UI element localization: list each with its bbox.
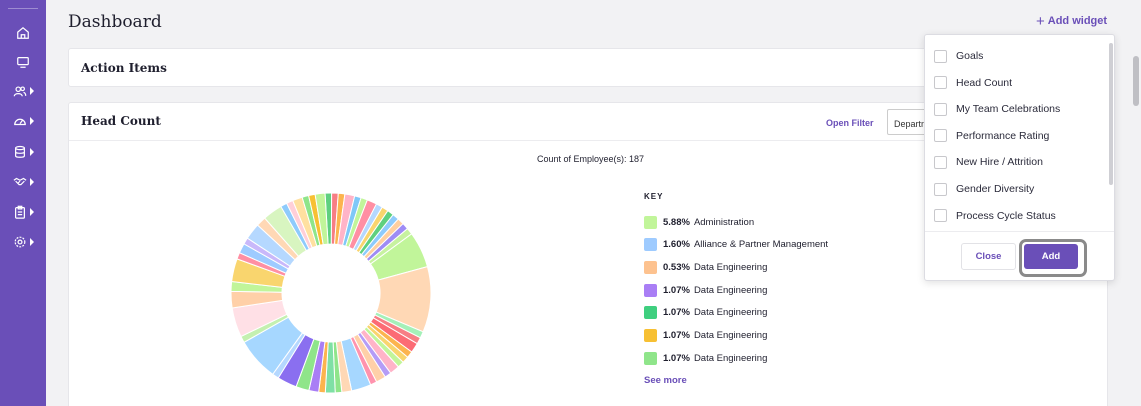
widget-option[interactable]: Goals	[934, 49, 983, 63]
option-checkbox[interactable]	[934, 209, 947, 223]
option-checkbox[interactable]	[934, 102, 947, 116]
sidebar-item-home[interactable]	[0, 21, 46, 45]
dashboard-gauge-icon	[13, 118, 26, 126]
plus-icon: +	[1036, 12, 1045, 30]
option-label: Process Cycle Status	[956, 209, 1056, 222]
page-scrollbar[interactable]	[1133, 56, 1139, 106]
legend-label: Data Engineering	[693, 261, 768, 273]
action-items-title: Action Items	[81, 61, 167, 75]
legend-item: 5.88% Administration	[644, 215, 754, 229]
legend-percent: 1.60%	[663, 238, 690, 250]
head-count-donut-chart	[230, 192, 432, 394]
legend-swatch	[644, 351, 657, 365]
legend-label: Data Engineering	[693, 329, 768, 341]
donut-slice[interactable]	[314, 192, 329, 246]
legend-percent: 1.07%	[663, 352, 690, 364]
option-label: Gender Diversity	[956, 183, 1035, 195]
see-more-link[interactable]: See more	[644, 375, 687, 386]
option-label: Head Count	[956, 76, 1013, 89]
dropdown-scrollbar[interactable]	[1109, 43, 1113, 185]
widget-option[interactable]: Process Cycle Status	[934, 209, 1056, 223]
option-label: Performance Rating	[956, 129, 1050, 142]
add-button-focus-ring	[1019, 239, 1087, 277]
option-label: Goals	[956, 50, 984, 62]
expand-caret-icon	[29, 238, 34, 246]
option-checkbox[interactable]	[934, 182, 947, 196]
widget-option[interactable]: Performance Rating	[934, 129, 1049, 143]
employee-count-label: Count of Employee(s): 187	[537, 154, 645, 164]
sidebar-nav	[0, 0, 46, 406]
settings-icon	[14, 236, 25, 248]
sidebar-divider	[8, 8, 38, 9]
handshake-icon	[13, 177, 26, 186]
legend-item: 1.07% Data Engineering	[644, 328, 767, 342]
option-label: My Team Celebrations	[956, 103, 1061, 116]
add-widget-label: Add widget	[1047, 15, 1108, 27]
expand-caret-icon	[29, 87, 34, 95]
legend-swatch	[644, 328, 657, 342]
legend-percent: 5.88%	[663, 216, 690, 228]
expand-caret-icon	[29, 148, 34, 156]
legend-swatch	[644, 215, 657, 229]
sidebar-item-settings[interactable]	[0, 230, 46, 254]
option-checkbox[interactable]	[934, 155, 947, 169]
legend-label: Data Engineering	[693, 306, 768, 318]
legend-label: Administration	[693, 216, 755, 228]
legend-percent: 0.53%	[663, 261, 690, 273]
legend-label: Data Engineering	[693, 352, 768, 364]
clipboard-icon	[14, 205, 25, 219]
legend-item: 1.07% Data Engineering	[644, 283, 767, 297]
dropdown-divider	[925, 231, 1114, 232]
legend-swatch	[644, 260, 657, 274]
sidebar-item-dashboard[interactable]	[0, 109, 46, 133]
monitor-icon	[17, 57, 29, 68]
legend-label: Data Engineering	[693, 284, 768, 296]
option-checkbox[interactable]	[934, 76, 947, 90]
card-divider	[69, 140, 1107, 141]
legend-item: 0.53% Data Engineering	[644, 260, 767, 274]
legend-item: 1.60% Alliance & Partner Management	[644, 237, 828, 251]
widget-option[interactable]: Head Count	[934, 76, 1012, 90]
sidebar-item-partners[interactable]	[0, 170, 46, 194]
expand-caret-icon	[29, 117, 34, 125]
option-checkbox[interactable]	[934, 129, 947, 143]
legend-label: Alliance & Partner Management	[693, 238, 829, 250]
sidebar-item-monitor[interactable]	[0, 50, 46, 74]
widget-option[interactable]: New Hire / Attrition	[934, 155, 1043, 169]
add-widget-button[interactable]: + Add widget	[1036, 12, 1108, 30]
legend-percent: 1.07%	[663, 306, 690, 318]
database-icon	[14, 145, 25, 158]
legend-swatch	[644, 305, 657, 319]
legend-key-title: KEY	[644, 192, 664, 201]
sidebar-item-database[interactable]	[0, 140, 46, 164]
users-icon	[13, 86, 26, 97]
legend-swatch	[644, 283, 657, 297]
expand-caret-icon	[29, 208, 34, 216]
widget-option[interactable]: My Team Celebrations	[934, 102, 1060, 116]
page-title: Dashboard	[68, 12, 162, 32]
home-icon	[17, 26, 29, 39]
option-checkbox[interactable]	[934, 49, 947, 63]
open-filter-link[interactable]: Open Filter	[826, 118, 874, 128]
widget-option[interactable]: Gender Diversity	[934, 182, 1034, 196]
legend-percent: 1.07%	[663, 284, 690, 296]
head-count-title: Head Count	[81, 114, 161, 128]
expand-caret-icon	[29, 178, 34, 186]
option-label: New Hire / Attrition	[956, 156, 1043, 169]
legend-swatch	[644, 237, 657, 251]
sidebar-item-clipboard[interactable]	[0, 200, 46, 224]
legend-percent: 1.07%	[663, 329, 690, 341]
sidebar-item-users[interactable]	[0, 79, 46, 103]
close-button[interactable]: Close	[961, 243, 1016, 270]
add-widget-dropdown: Goals Head Count My Team Celebrations Perfo…	[924, 34, 1115, 281]
legend-item: 1.07% Data Engineering	[644, 305, 767, 319]
add-button[interactable]: Add	[1024, 244, 1078, 269]
legend-item: 1.07% Data Engineering	[644, 351, 767, 365]
